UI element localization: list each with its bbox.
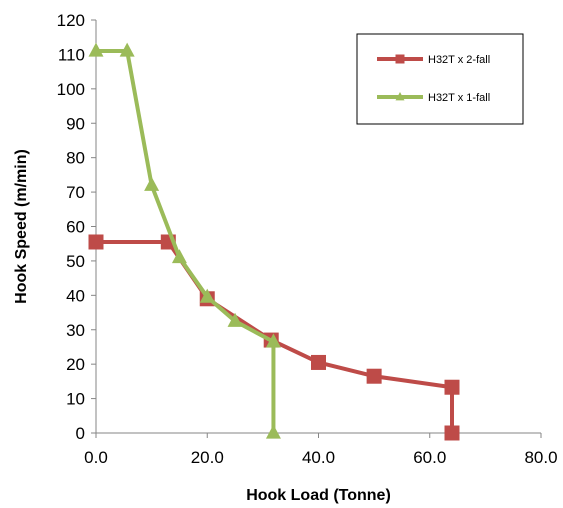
x-tick-label: 60.0 [413,448,446,467]
series-layer [88,42,460,441]
x-tick-label: 0.0 [84,448,108,467]
legend-swatch-marker [395,54,405,64]
y-tick-label: 30 [66,321,85,340]
data-point [227,312,243,327]
x-tick-label: 80.0 [524,448,557,467]
y-tick-label: 70 [66,183,85,202]
data-point [311,354,326,370]
y-tick-label: 60 [66,218,85,237]
data-point [119,42,135,57]
y-tick-label: 90 [66,114,85,133]
axes: 0 10 20 30 40 50 60 70 80 90 100 110 120 0.0 20.0 40.0 6… [57,11,558,467]
y-tick-label: 110 [58,45,85,64]
data-point [199,288,215,303]
legend-box [356,33,524,125]
y-tick-label: 40 [66,286,85,305]
data-point [366,368,382,384]
y-tick-label: 100 [57,80,85,99]
data-point [265,424,281,439]
series-line [96,239,454,433]
data-point [88,42,104,57]
x-axis-title: Hook Load (Tonne) [246,487,391,504]
y-tick-label: 120 [57,11,85,30]
data-point [265,333,281,348]
series-line [96,48,276,433]
legend-swatch-marker [395,91,405,101]
y-axis-title: Hook Speed (m/min) [13,149,30,304]
data-point [144,176,160,191]
series-2 [88,42,281,439]
legend-label: H32T x 2-fall [428,54,490,66]
y-tick-label: 80 [66,149,85,168]
y-tick-label: 10 [66,390,85,409]
y-tick-label: 50 [66,252,85,271]
legend-item: H32T x 1-fall [377,91,490,104]
y-tick-label: 0 [76,424,85,443]
data-point [88,234,104,250]
x-tick-label: 20.0 [191,448,224,467]
legend-item: H32T x 2-fall [377,54,490,66]
x-tick-label: 40.0 [302,448,335,467]
data-point [171,249,187,264]
y-tick-label: 20 [66,355,85,374]
data-point [444,425,460,441]
legend: H32T x 2-fall H32T x 1-fall [356,33,524,125]
data-point [444,379,460,395]
legend-label: H32T x 1-fall [428,92,490,104]
